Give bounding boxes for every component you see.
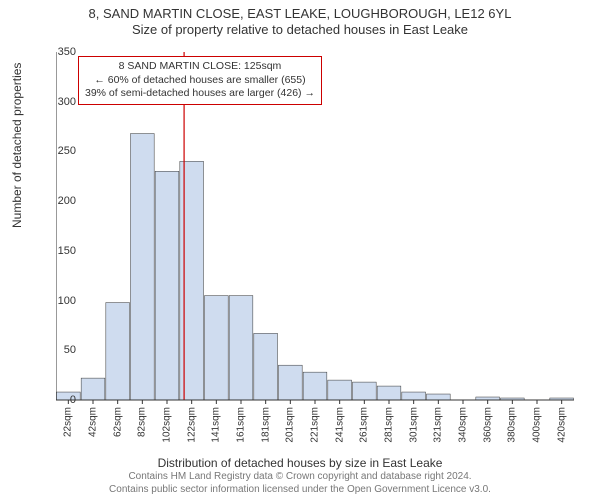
xtick-label: 201sqm bbox=[285, 407, 296, 443]
ytick-label: 250 bbox=[36, 145, 76, 157]
chart-title: 8, SAND MARTIN CLOSE, EAST LEAKE, LOUGHB… bbox=[0, 0, 600, 39]
bar bbox=[155, 171, 179, 400]
xtick-label: 301sqm bbox=[408, 407, 419, 443]
bar bbox=[352, 382, 376, 400]
annotation-line-3: 39% of semi-detached houses are larger (… bbox=[85, 87, 315, 101]
xtick-label: 340sqm bbox=[458, 407, 469, 443]
footer-line-1: Contains HM Land Registry data © Crown c… bbox=[0, 471, 600, 484]
bar bbox=[106, 303, 130, 400]
ytick-label: 150 bbox=[36, 245, 76, 257]
ytick-label: 0 bbox=[36, 394, 76, 406]
xtick-label: 22sqm bbox=[63, 407, 74, 437]
xtick-label: 62sqm bbox=[112, 407, 123, 437]
title-address: 8, SAND MARTIN CLOSE, EAST LEAKE, LOUGHB… bbox=[0, 6, 600, 22]
xtick-label: 82sqm bbox=[137, 407, 148, 437]
bar bbox=[426, 394, 450, 400]
xtick-label: 261sqm bbox=[359, 407, 370, 443]
bar bbox=[254, 333, 278, 400]
bar bbox=[81, 378, 105, 400]
bar bbox=[130, 134, 154, 400]
ytick-label: 350 bbox=[36, 46, 76, 58]
ytick-label: 50 bbox=[36, 344, 76, 356]
bar bbox=[229, 296, 253, 400]
xtick-label: 161sqm bbox=[236, 407, 247, 443]
footer-line-2: Contains public sector information licen… bbox=[0, 484, 600, 497]
annotation-line-2: ← 60% of detached houses are smaller (65… bbox=[85, 74, 315, 88]
annotation-line-1: 8 SAND MARTIN CLOSE: 125sqm bbox=[85, 60, 315, 74]
title-subtitle: Size of property relative to detached ho… bbox=[0, 22, 600, 38]
footer-credits: Contains HM Land Registry data © Crown c… bbox=[0, 471, 600, 496]
xtick-label: 281sqm bbox=[384, 407, 395, 443]
bar bbox=[204, 296, 228, 400]
xtick-label: 102sqm bbox=[162, 407, 173, 443]
xtick-label: 360sqm bbox=[482, 407, 493, 443]
x-axis-label: Distribution of detached houses by size … bbox=[0, 456, 600, 470]
xtick-label: 420sqm bbox=[556, 407, 567, 443]
xtick-label: 241sqm bbox=[334, 407, 345, 443]
xtick-label: 122sqm bbox=[186, 407, 197, 443]
xtick-label: 221sqm bbox=[310, 407, 321, 443]
ytick-label: 300 bbox=[36, 96, 76, 108]
y-axis-label: Number of detached properties bbox=[10, 63, 24, 228]
annotation-box: 8 SAND MARTIN CLOSE: 125sqm ← 60% of det… bbox=[78, 56, 322, 105]
xtick-label: 321sqm bbox=[433, 407, 444, 443]
bar bbox=[303, 372, 327, 400]
xtick-label: 380sqm bbox=[507, 407, 518, 443]
ytick-label: 100 bbox=[36, 295, 76, 307]
xtick-label: 141sqm bbox=[211, 407, 222, 443]
xtick-label: 42sqm bbox=[88, 407, 99, 437]
bar bbox=[328, 380, 352, 400]
xtick-label: 181sqm bbox=[260, 407, 271, 443]
ytick-label: 200 bbox=[36, 195, 76, 207]
bar bbox=[377, 386, 401, 400]
bar bbox=[180, 161, 204, 400]
bar bbox=[278, 365, 302, 400]
bar bbox=[402, 392, 426, 400]
xtick-label: 400sqm bbox=[532, 407, 543, 443]
